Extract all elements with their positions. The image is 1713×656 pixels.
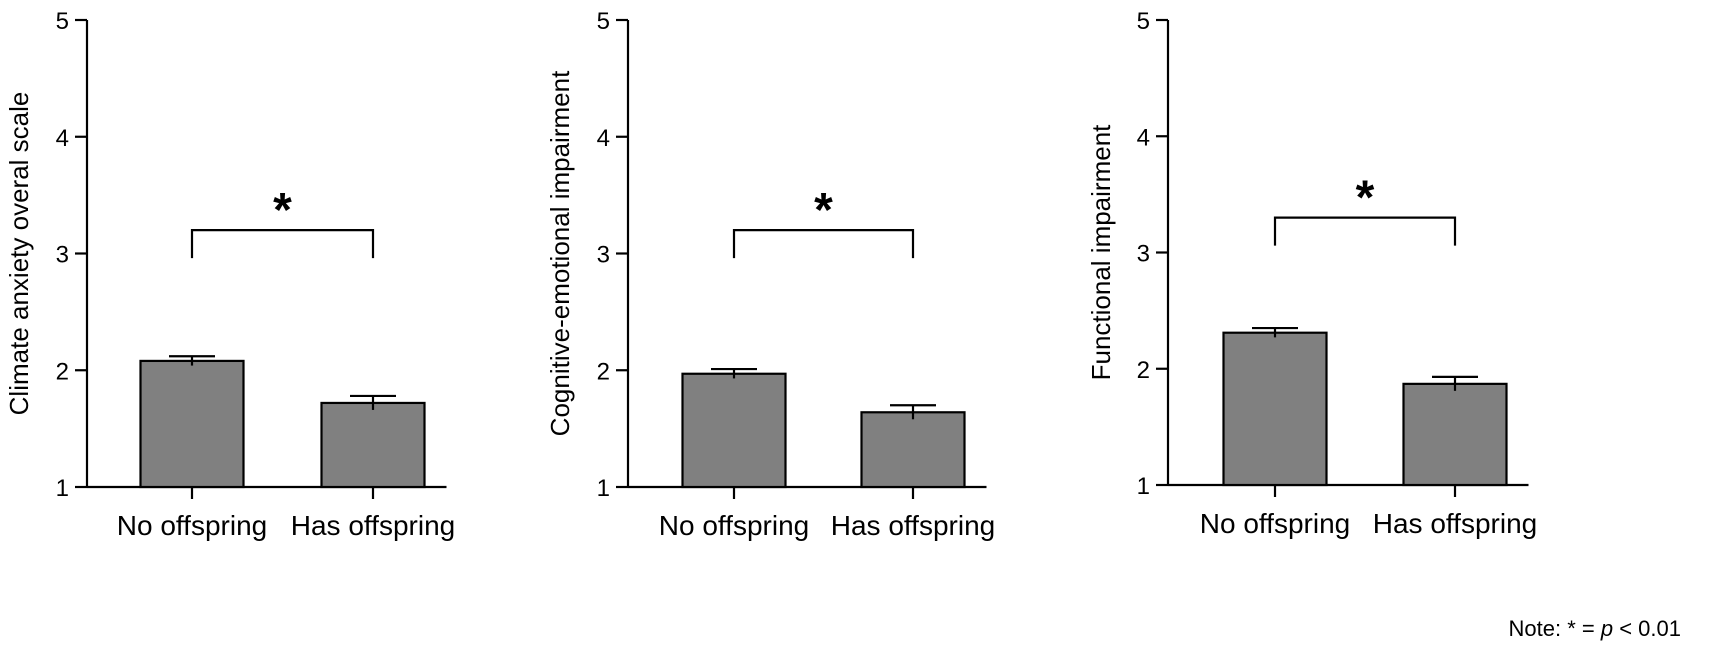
- note-prefix: Note: * =: [1508, 616, 1601, 641]
- chart-panel-2: 1 2 3 4 5 No offspring Has offspring * Cognitive…: [545, 8, 995, 541]
- significance-marker: *: [814, 184, 833, 237]
- y-tick-label: 3: [1137, 241, 1150, 268]
- y-tick-label: 2: [56, 358, 69, 385]
- bar: [139, 359, 245, 489]
- significance-bracket: [190, 229, 375, 259]
- significance-bracket: [732, 229, 915, 259]
- significance-marker: *: [1356, 172, 1375, 225]
- category-label: Has offspring: [831, 510, 995, 541]
- significance-marker: *: [273, 184, 292, 237]
- y-axis-label: Functional impairment: [1086, 124, 1116, 381]
- significance-note: Note: * = p < 0.01: [1509, 616, 1681, 642]
- bar: [681, 372, 787, 489]
- chart-panel-1: 1 2 3 4 5 No offspring Has offspring * Climate a…: [4, 8, 455, 541]
- bar: [1402, 382, 1508, 487]
- category-label: No offspring: [1200, 508, 1350, 539]
- category-label: Has offspring: [291, 510, 455, 541]
- note-p-symbol: p: [1600, 616, 1614, 641]
- category-label: Has offspring: [1373, 508, 1537, 539]
- y-tick-label: 1: [597, 475, 610, 502]
- y-tick-label: 1: [56, 475, 69, 502]
- y-axis-label: Climate anxiety overal scale: [4, 92, 34, 416]
- y-tick-label: 4: [56, 125, 69, 152]
- bar: [860, 411, 966, 489]
- y-tick-label: 4: [1137, 124, 1150, 151]
- y-tick-label: 3: [597, 242, 610, 269]
- significance-bracket: [1273, 216, 1457, 246]
- bar: [1222, 331, 1328, 487]
- y-tick-label: 2: [597, 358, 610, 385]
- y-tick-label: 5: [597, 8, 610, 35]
- category-label: No offspring: [117, 510, 267, 541]
- y-tick-label: 1: [1137, 473, 1150, 500]
- note-suffix: < 0.01: [1613, 616, 1681, 641]
- bar: [320, 401, 426, 489]
- y-tick-label: 4: [597, 125, 610, 152]
- y-tick-label: 3: [56, 242, 69, 269]
- y-tick-label: 5: [1137, 8, 1150, 35]
- y-tick-label: 2: [1137, 357, 1150, 384]
- y-axis-label: Cognitive-emotional impairment: [545, 70, 575, 436]
- category-label: No offspring: [659, 510, 809, 541]
- chart-panel-3: 1 2 3 4 5 No offspring Has offspring * Functiona…: [1086, 8, 1537, 539]
- y-tick-label: 5: [56, 8, 69, 35]
